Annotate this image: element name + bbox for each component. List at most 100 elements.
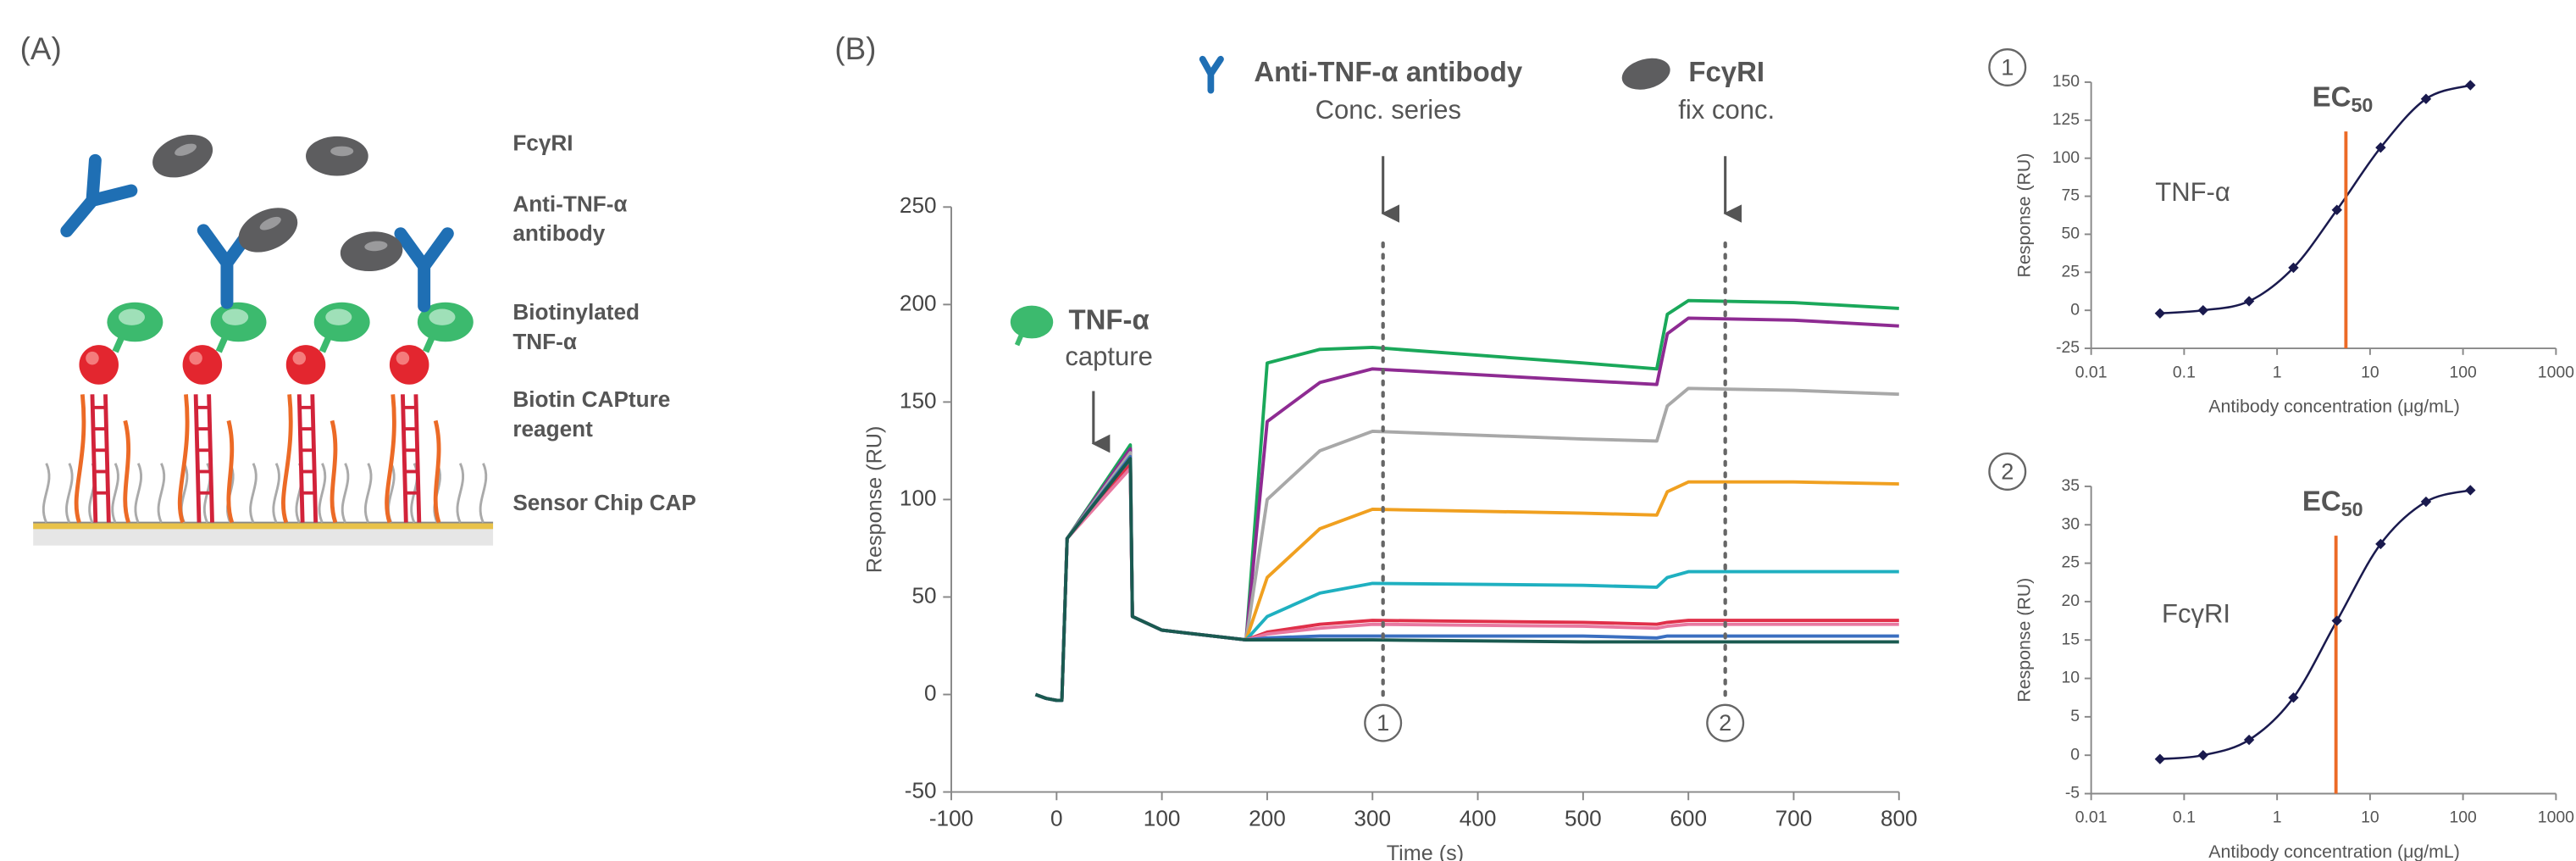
dextran-strand bbox=[363, 463, 373, 524]
data-point bbox=[2243, 734, 2255, 746]
tnf-hl bbox=[222, 308, 249, 325]
dextran-strand bbox=[249, 463, 258, 524]
dextran-strand bbox=[456, 463, 465, 524]
dextran-strand bbox=[134, 463, 143, 524]
y-tick-label: 50 bbox=[2062, 225, 2080, 243]
capture-strand bbox=[193, 394, 202, 523]
reference-label: 2 bbox=[1719, 709, 1731, 736]
fcgri-hl bbox=[175, 143, 197, 156]
dextran-strand bbox=[341, 463, 350, 524]
y-tick-label: 50 bbox=[911, 582, 936, 608]
x-tick-label: 600 bbox=[1670, 805, 1707, 830]
data-point bbox=[2375, 538, 2386, 550]
panel-label: (A) bbox=[20, 31, 62, 66]
y-tick-label: 20 bbox=[2062, 592, 2080, 610]
capture-strand bbox=[74, 394, 86, 524]
legend-text: TNF-α bbox=[512, 329, 577, 354]
x-tick-label: 700 bbox=[1776, 805, 1813, 830]
capture-strand bbox=[310, 394, 319, 523]
capture-strand bbox=[281, 394, 293, 524]
dextran-strand bbox=[111, 463, 119, 524]
legend-text: reagent bbox=[512, 416, 593, 442]
y-tick-label: 30 bbox=[2062, 514, 2080, 533]
x-tick-label: -100 bbox=[929, 805, 973, 830]
tnf-icon-stalk bbox=[1014, 332, 1025, 347]
fcgri-hl bbox=[330, 146, 354, 157]
biotin-hl bbox=[396, 351, 410, 365]
biotin bbox=[389, 345, 429, 385]
capture-strand bbox=[177, 394, 190, 524]
x-tick-label: 800 bbox=[1881, 805, 1918, 830]
series-line bbox=[1034, 458, 1899, 703]
legend-text: Sensor Chip CAP bbox=[512, 490, 696, 515]
y-tick-label: 150 bbox=[2052, 72, 2080, 91]
x-tick-label: 100 bbox=[2449, 363, 2477, 381]
capture-strand bbox=[103, 394, 111, 523]
y-tick-label: 0 bbox=[2070, 300, 2080, 319]
tnf-hl bbox=[325, 308, 352, 325]
legend-text: Biotin CAPture bbox=[512, 386, 670, 412]
x-tick-label: 0 bbox=[1050, 805, 1063, 830]
antibody-icon bbox=[1199, 55, 1224, 94]
y-axis-title: Response (RU) bbox=[862, 426, 886, 574]
legend-text: Anti-TNF-α bbox=[512, 191, 627, 216]
annotation-subtitle: fix conc. bbox=[1678, 95, 1775, 125]
x-tick-label: 1000 bbox=[2538, 363, 2574, 381]
legend-text: Biotinylated bbox=[512, 299, 640, 325]
capture-strand bbox=[330, 419, 338, 524]
panel-number: 2 bbox=[2001, 458, 2014, 485]
x-tick-label: 10 bbox=[2361, 363, 2379, 381]
antibody bbox=[60, 153, 138, 237]
x-tick-label: 200 bbox=[1249, 805, 1286, 830]
capture-strand bbox=[207, 394, 214, 523]
dextran-strand bbox=[272, 463, 280, 524]
biotin-hl bbox=[86, 351, 99, 365]
data-point bbox=[2465, 80, 2476, 91]
y-tick-label: 125 bbox=[2052, 110, 2080, 129]
data-point bbox=[2243, 296, 2255, 307]
fcgri bbox=[306, 136, 368, 176]
curve-label: FcγRI bbox=[2162, 598, 2230, 628]
panel-b: (B) -50 0 50 100 150 200 250 -100 0 100 200 300 400 50… bbox=[834, 31, 1917, 861]
panel-number-ring bbox=[1988, 452, 2027, 491]
dextran-strand bbox=[65, 463, 74, 524]
x-tick-label: 0.1 bbox=[2173, 808, 2196, 827]
capture-strand bbox=[413, 394, 422, 523]
dextran-strand bbox=[157, 463, 166, 524]
y-tick-label: 150 bbox=[900, 387, 937, 413]
data-point bbox=[2375, 142, 2386, 153]
ec50-subscript: 50 bbox=[2351, 94, 2373, 116]
x-tick-label: 0.01 bbox=[2075, 808, 2108, 827]
y-tick-label: -25 bbox=[2056, 338, 2080, 357]
antibody-shape bbox=[60, 153, 138, 237]
antibody-shape bbox=[394, 227, 454, 313]
biotin bbox=[182, 345, 223, 385]
chip-gold bbox=[33, 522, 494, 530]
x-tick-label: 500 bbox=[1565, 805, 1602, 830]
series-line bbox=[1034, 454, 1899, 703]
tnf-stalk bbox=[215, 335, 229, 353]
ec50-label: EC50 bbox=[2302, 485, 2363, 520]
x-tick-label: 100 bbox=[1144, 805, 1181, 830]
y-tick-label: 250 bbox=[900, 192, 937, 218]
legend-text: FcγRI bbox=[512, 131, 573, 156]
y-tick-label: 25 bbox=[2062, 553, 2080, 572]
x-axis-title: Antibody concentration (μg/mL) bbox=[2208, 842, 2460, 861]
x-tick-label: 400 bbox=[1460, 805, 1497, 830]
y-tick-label: 10 bbox=[2062, 669, 2080, 687]
biotin bbox=[285, 345, 326, 385]
ec50-label: EC50 bbox=[2313, 81, 2374, 116]
data-point bbox=[2197, 304, 2208, 316]
data-point bbox=[2288, 262, 2299, 274]
reference-label: 1 bbox=[1377, 709, 1389, 736]
capture-strand bbox=[385, 394, 396, 524]
data-point bbox=[2197, 749, 2208, 761]
y-tick-label: -50 bbox=[905, 777, 937, 803]
panel-number-ring bbox=[1988, 48, 2027, 86]
fcgri bbox=[152, 134, 213, 178]
panel-a: (A) FcγRI Anti-TNF-α antibody Biotinylated TN… bbox=[20, 31, 696, 546]
data-point bbox=[2465, 485, 2476, 496]
